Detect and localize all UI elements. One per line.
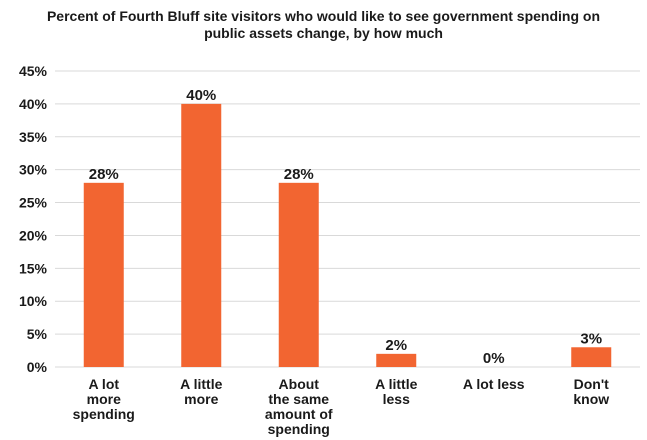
- x-tick-label: Don't know: [573, 376, 609, 407]
- y-tick-label: 20%: [19, 227, 48, 243]
- x-tick-label: A lot more spending: [73, 376, 135, 422]
- y-tick-label: 25%: [19, 195, 48, 211]
- chart-title-line-2: public assets change, by how much: [204, 25, 443, 41]
- data-label: 28%: [89, 166, 119, 183]
- data-label: 40%: [186, 87, 216, 104]
- y-tick-label: 10%: [19, 293, 48, 309]
- x-tick-label: About the same amount of spending: [265, 376, 333, 437]
- data-label: 3%: [580, 330, 602, 347]
- chart-title: Percent of Fourth Bluff site visitors wh…: [0, 8, 647, 42]
- x-tick-label: A lot less: [463, 376, 525, 392]
- bar: [181, 103, 222, 367]
- bar: [571, 347, 612, 367]
- data-label: 2%: [385, 337, 407, 354]
- y-tick-label: 45%: [19, 63, 48, 79]
- y-tick-label: 35%: [19, 129, 48, 145]
- y-tick-label: 30%: [19, 162, 48, 178]
- data-label: 28%: [284, 166, 314, 183]
- y-tick-label: 5%: [27, 326, 48, 342]
- chart-title-line-1: Percent of Fourth Bluff site visitors wh…: [46, 8, 601, 24]
- bar: [83, 182, 124, 367]
- bar: [278, 182, 319, 367]
- bar: [376, 353, 417, 367]
- y-tick-label: 0%: [27, 359, 48, 375]
- y-tick-label: 15%: [19, 260, 48, 276]
- y-tick-label: 40%: [19, 96, 48, 112]
- x-tick-label: A little less: [375, 376, 417, 407]
- data-label: 0%: [483, 350, 505, 367]
- x-tick-label: A little more: [180, 376, 222, 407]
